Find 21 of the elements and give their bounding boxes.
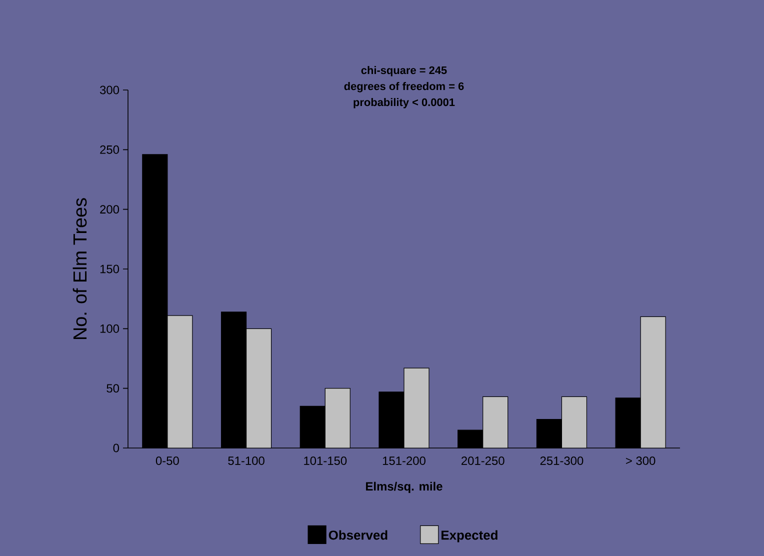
- y-tick-label: 200: [100, 205, 120, 214]
- annotation: probability < 0.0001: [354, 98, 455, 108]
- x-axis-title: Elms/sq. mile: [366, 482, 442, 493]
- x-tick-label: 251-300: [540, 456, 584, 465]
- y-tick-label: 150: [100, 264, 120, 274]
- x-tick-label: 101-150: [304, 456, 347, 465]
- x-tick-label: > 300: [626, 456, 656, 465]
- legend-label: Observed: [328, 530, 388, 540]
- y-tick-label: 100: [100, 324, 120, 333]
- text: chi-square = 245: [361, 66, 447, 76]
- y-tick-label: 300: [100, 86, 120, 94]
- x-tick-label: 151-200: [382, 456, 426, 465]
- x-tick-label: 0-50: [156, 456, 179, 465]
- x-tick-label: 51-100: [228, 456, 264, 465]
- y-tick-label: 0: [113, 444, 120, 452]
- x-tick-label: 201-250: [462, 456, 504, 465]
- annotation: degrees of freedom = 6: [344, 82, 464, 92]
- y-axis-title: No. of Elm Trees: [72, 198, 87, 339]
- y-tick-label: 250: [100, 145, 120, 154]
- legend-label: Expected: [442, 530, 498, 542]
- y-tick-label: 50: [106, 384, 120, 393]
